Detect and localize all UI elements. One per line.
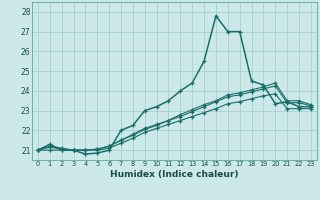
X-axis label: Humidex (Indice chaleur): Humidex (Indice chaleur) xyxy=(110,170,239,179)
